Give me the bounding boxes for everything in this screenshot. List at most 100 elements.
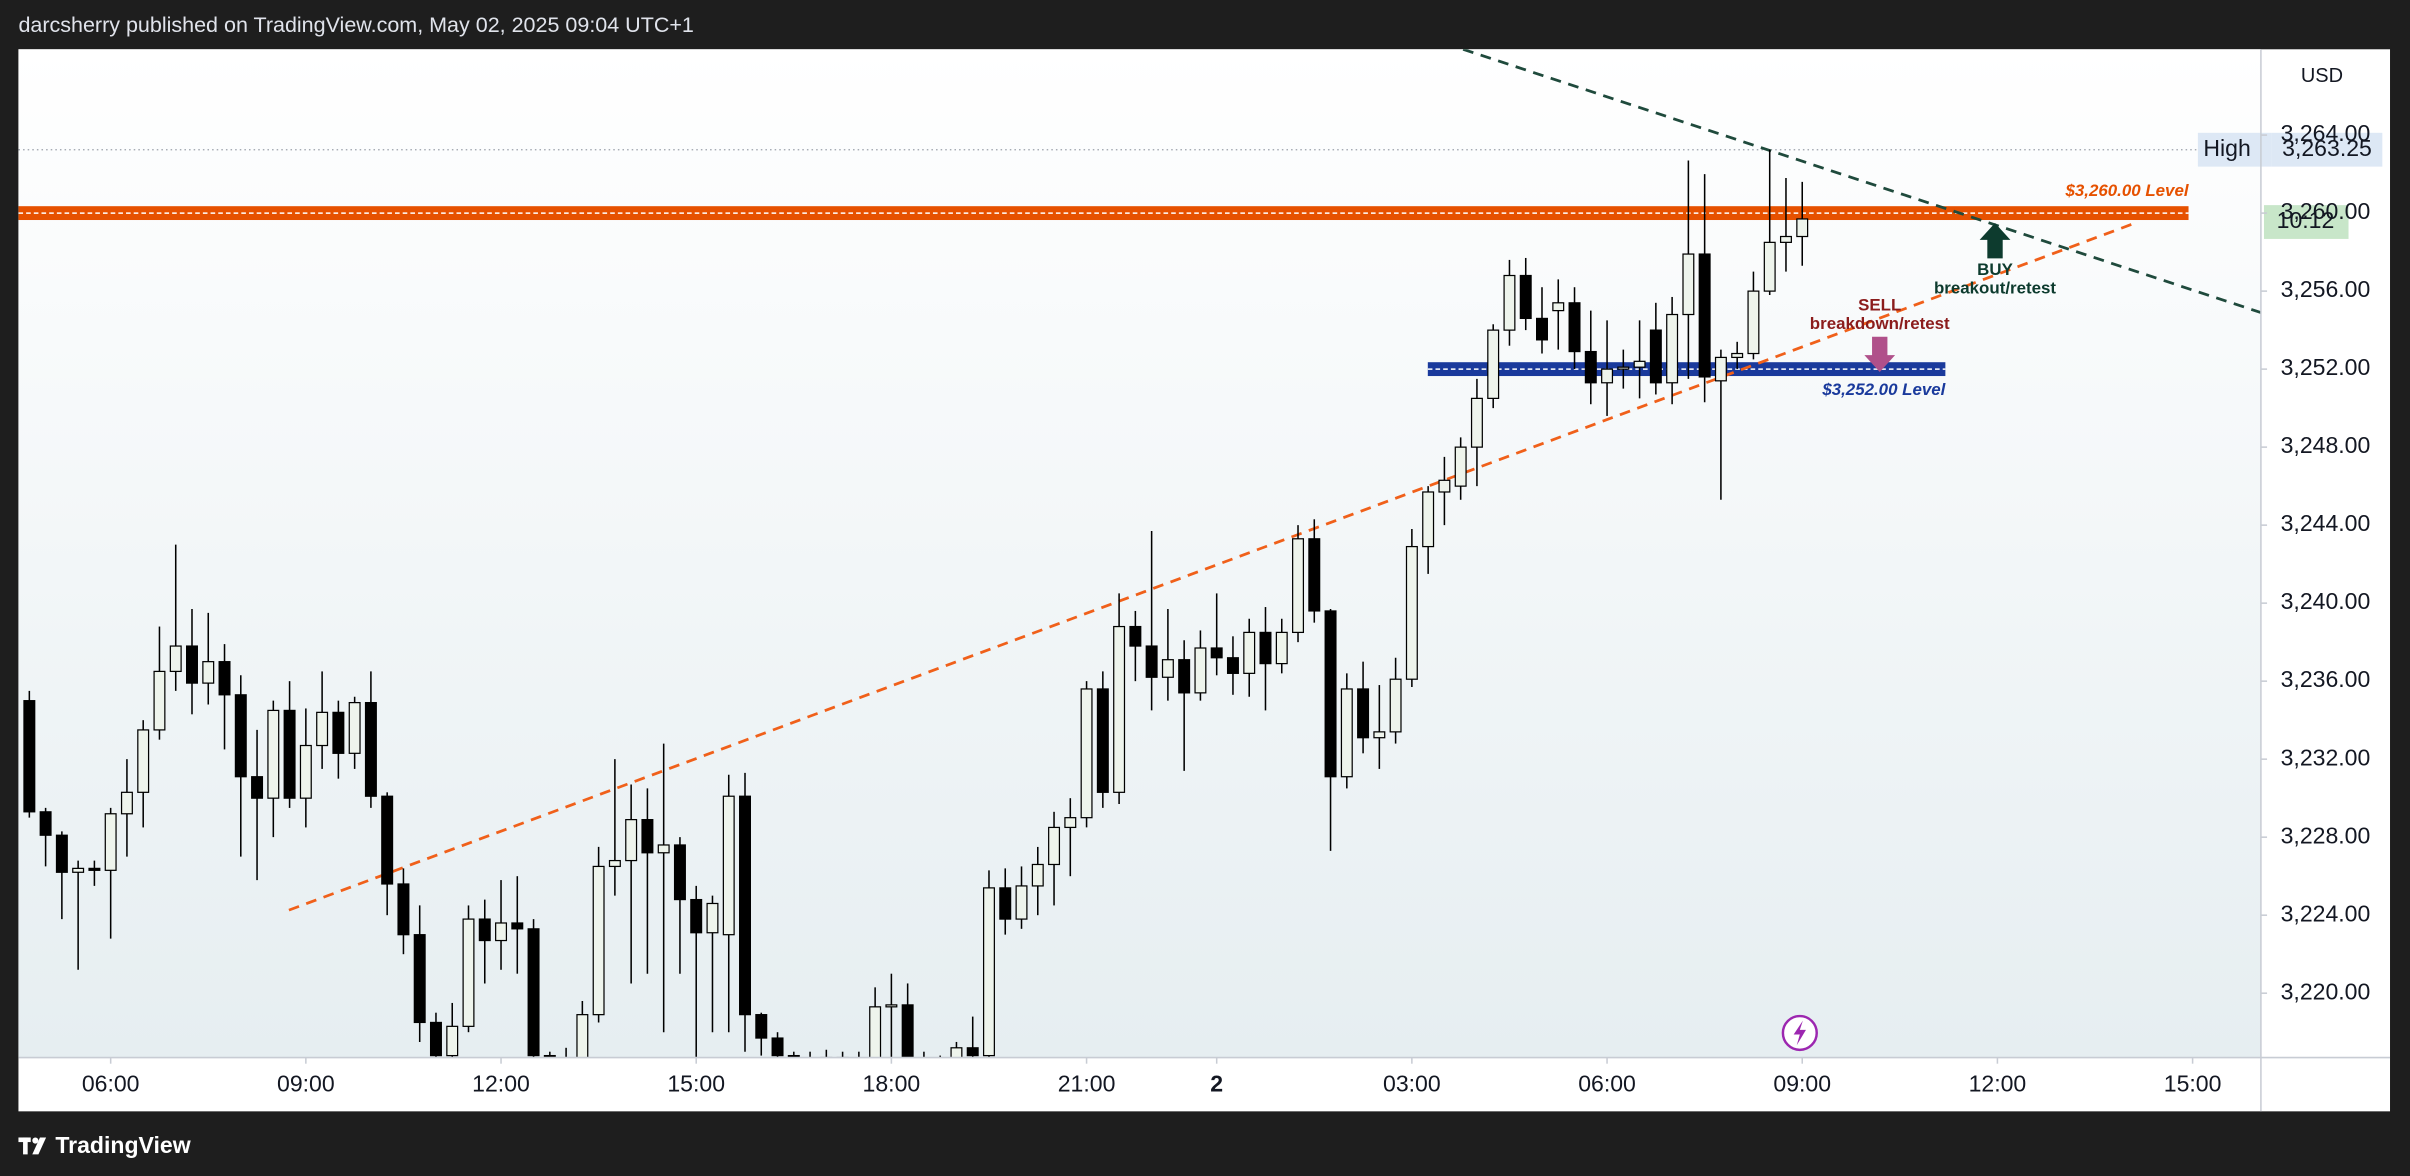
candle-body xyxy=(397,883,410,936)
x-tick-label: 06:00 xyxy=(1578,1070,1636,1096)
y-tick-label: 3,260.00 xyxy=(2281,198,2371,224)
candle-body xyxy=(1405,545,1418,680)
candle-body xyxy=(1340,688,1353,778)
high-badge-value: 3,263.25 xyxy=(2282,135,2372,161)
candle-body xyxy=(1536,317,1548,341)
candle-body xyxy=(169,645,182,673)
candle-body xyxy=(1438,479,1451,493)
candle-body xyxy=(787,1054,800,1058)
candle-body xyxy=(1210,647,1223,659)
level-label: $3,252.00 Level xyxy=(1821,380,1945,399)
candle-body xyxy=(1552,302,1565,312)
candle-body xyxy=(1779,235,1792,243)
level-band xyxy=(1427,362,1946,377)
candle-body xyxy=(495,922,508,942)
high-badge-value-bg xyxy=(2271,132,2383,167)
alert-bolt xyxy=(1793,1020,1806,1046)
candle-body xyxy=(316,711,329,747)
countdown-bg xyxy=(2263,205,2349,239)
candle-body xyxy=(153,670,166,731)
candle-body xyxy=(543,1054,556,1058)
candle-body xyxy=(1031,863,1044,887)
candle-body xyxy=(267,709,280,799)
candle-body xyxy=(1666,313,1679,384)
candle-body xyxy=(72,867,85,873)
candle-body xyxy=(283,709,296,799)
candle-body xyxy=(1015,885,1028,920)
y-tick-label: 3,248.00 xyxy=(2281,432,2371,458)
candle-body xyxy=(137,729,150,793)
candle-body xyxy=(1080,688,1093,819)
candle-body xyxy=(1259,631,1272,665)
sell-text: breakdown/retest xyxy=(1810,314,1950,333)
candle-body xyxy=(1714,356,1727,382)
candle-body xyxy=(1113,625,1126,793)
candle-body xyxy=(23,700,36,813)
candle-body xyxy=(576,1014,589,1058)
candle-body xyxy=(1048,826,1061,866)
footer-brand: TradingView xyxy=(55,1132,190,1158)
sell-arrow xyxy=(1864,336,1896,373)
candle-body xyxy=(1064,817,1077,829)
candle-body xyxy=(446,1025,459,1057)
candle-body xyxy=(1568,302,1581,353)
candle-body xyxy=(1649,329,1662,384)
candle-body xyxy=(1487,329,1500,399)
candle-body xyxy=(1470,397,1483,448)
x-tick-label: 03:00 xyxy=(1383,1070,1441,1096)
candle-body xyxy=(1503,274,1516,331)
x-tick-label: 21:00 xyxy=(1058,1070,1116,1096)
candle-body xyxy=(1731,352,1744,359)
candle-body xyxy=(1243,631,1256,674)
candle-body xyxy=(657,844,670,854)
candle-body xyxy=(706,902,719,934)
candle-body xyxy=(251,776,264,799)
candle-body xyxy=(1584,350,1597,384)
x-tick-label: 12:00 xyxy=(472,1070,530,1096)
candle-body xyxy=(739,795,751,1016)
candle-body xyxy=(88,867,101,871)
x-tick-label: 09:00 xyxy=(1773,1070,1831,1096)
candle-body xyxy=(39,811,52,836)
y-tick-label: 3,252.00 xyxy=(2281,354,2371,380)
candle-body xyxy=(592,865,605,1016)
candle-body xyxy=(755,1014,768,1039)
axes: 3,220.00 3,224.00 3,228.00 3,232.00 3,236.00… xyxy=(82,120,2371,1096)
candle-body xyxy=(1698,253,1711,378)
candle-body xyxy=(1601,368,1614,384)
candle-body xyxy=(1129,625,1142,647)
candle-body xyxy=(1422,491,1435,548)
candle-body xyxy=(1178,659,1191,694)
candle-body xyxy=(202,661,215,684)
candle-body xyxy=(234,694,247,778)
candle-body xyxy=(1373,731,1386,739)
candle-body xyxy=(771,1037,784,1057)
candle-body xyxy=(1763,241,1776,292)
y-tick-label: 3,220.00 xyxy=(2281,978,2371,1004)
x-tick-label: 12:00 xyxy=(1969,1070,2027,1096)
candle-body xyxy=(299,744,312,799)
candle-body xyxy=(1617,366,1630,370)
candle-body xyxy=(511,922,524,930)
high-badge-label: High xyxy=(2203,135,2250,161)
candle-body xyxy=(1308,538,1321,612)
candle-body xyxy=(413,934,426,1024)
candle-body xyxy=(641,819,654,854)
candle-body xyxy=(332,711,345,754)
trendline xyxy=(288,221,2137,912)
candle-body xyxy=(869,1006,882,1058)
candle-body xyxy=(1747,290,1760,355)
candle-body xyxy=(1145,645,1158,678)
currency: USD xyxy=(2301,65,2343,87)
y-tick-label: 3,240.00 xyxy=(2281,588,2371,614)
overlay: High 3,263.25 10:12 xyxy=(2197,132,2383,239)
candle-body xyxy=(722,795,735,936)
candle-body xyxy=(1096,688,1109,793)
x-tick-label: 09:00 xyxy=(277,1070,335,1096)
candle-body xyxy=(1194,647,1207,694)
candle-body xyxy=(982,887,995,1057)
buy-title: BUY xyxy=(1977,260,2013,279)
candle-body xyxy=(1161,659,1174,678)
buy-arrow xyxy=(1979,222,2011,259)
y-tick-label: 3,228.00 xyxy=(2281,822,2371,848)
